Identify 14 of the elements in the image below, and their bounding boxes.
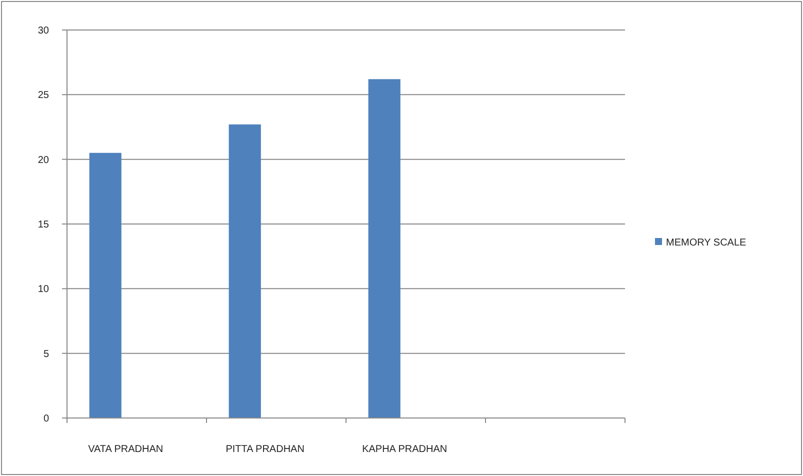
y-tick-label: 0 <box>43 414 50 424</box>
bar <box>368 79 400 418</box>
legend-label: MEMORY SCALE <box>666 238 747 248</box>
x-tick-label: VATA PRADHAN <box>88 444 164 455</box>
x-tick-label: KAPHA PRADHAN <box>362 444 448 455</box>
y-tick-label: 30 <box>38 26 50 36</box>
y-tick-label: 5 <box>43 348 50 360</box>
y-tick-label: 15 <box>38 220 50 230</box>
y-tick-label: 25 <box>38 90 50 102</box>
y-tick-label: 10 <box>38 284 50 296</box>
bar <box>89 152 122 418</box>
y-tick-label: 20 <box>38 154 50 166</box>
x-tick-label: PITTA PRADHAN <box>226 444 304 455</box>
bar <box>228 124 261 418</box>
